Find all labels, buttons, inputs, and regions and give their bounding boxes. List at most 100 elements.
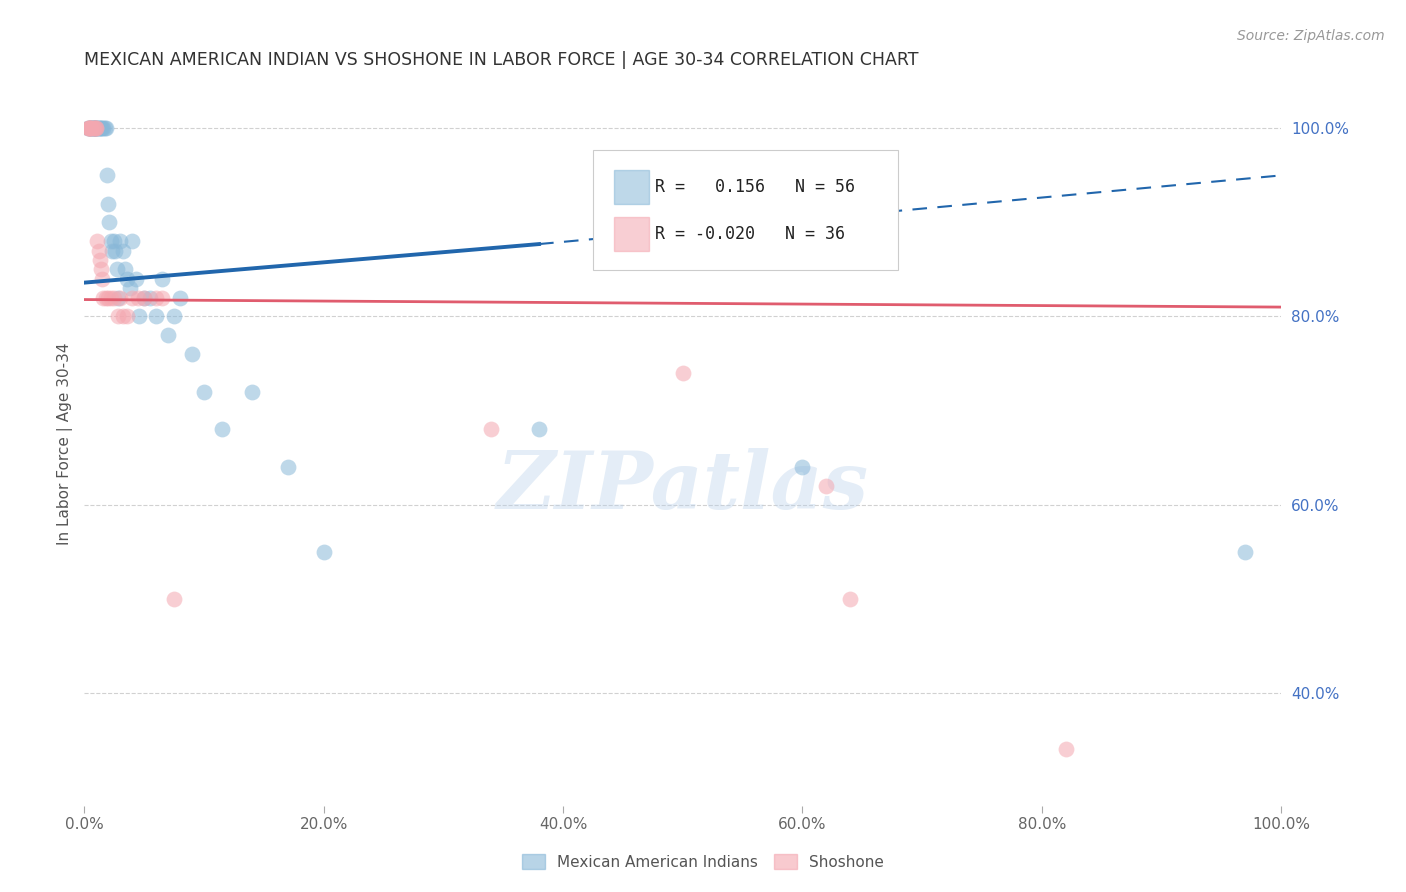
Point (84, 121, 107, 136)
FancyBboxPatch shape (593, 150, 898, 269)
Point (89, 253, 111, 268)
Point (84, 121, 107, 136)
Point (77, 121, 100, 136)
Legend: Mexican American Indians, Shoshone: Mexican American Indians, Shoshone (515, 846, 891, 877)
Text: Source: ZipAtlas.com: Source: ZipAtlas.com (1237, 29, 1385, 44)
Point (91, 121, 114, 136)
Point (125, 272, 148, 286)
Point (117, 310, 139, 324)
Text: R =   0.156   N = 56: R = 0.156 N = 56 (655, 178, 855, 196)
Point (83, 121, 105, 136)
Point (94, 291, 117, 305)
Point (77, 121, 100, 136)
Point (82, 121, 104, 136)
Point (105, 262, 128, 277)
Point (193, 384, 215, 399)
Point (93, 291, 115, 305)
Point (86, 121, 108, 136)
Point (107, 310, 129, 324)
Point (139, 291, 162, 305)
FancyBboxPatch shape (614, 169, 650, 204)
Point (89, 121, 111, 136)
Point (104, 244, 127, 258)
Point (84, 121, 107, 136)
FancyBboxPatch shape (614, 217, 650, 252)
Point (77, 121, 100, 136)
Point (93, 121, 115, 136)
Point (211, 422, 233, 436)
Point (839, 591, 862, 606)
Point (79, 121, 101, 136)
Point (84, 121, 107, 136)
Point (111, 310, 134, 324)
Point (101, 244, 124, 258)
Point (163, 310, 186, 324)
Point (83, 121, 105, 136)
Point (103, 291, 125, 305)
Point (127, 291, 149, 305)
Point (87, 121, 110, 136)
Point (121, 234, 143, 248)
Point (91, 272, 114, 286)
Point (527, 422, 550, 436)
Point (121, 291, 143, 305)
Text: R = -0.020   N = 36: R = -0.020 N = 36 (655, 225, 845, 243)
Point (1054, 742, 1077, 756)
Point (98, 215, 121, 229)
Point (82, 121, 104, 136)
Point (277, 460, 299, 475)
Point (84, 121, 107, 136)
Point (96, 169, 118, 183)
Point (87, 244, 110, 258)
Point (157, 328, 180, 343)
Point (77, 121, 100, 136)
Point (94, 121, 117, 136)
Point (86, 234, 108, 248)
Point (82, 121, 104, 136)
Point (108, 234, 131, 248)
Point (90, 121, 112, 136)
Point (240, 384, 263, 399)
Point (181, 347, 204, 361)
Point (100, 234, 122, 248)
Point (479, 422, 502, 436)
Point (118, 281, 141, 295)
Point (80, 121, 103, 136)
Point (134, 291, 156, 305)
Point (80, 121, 103, 136)
Text: MEXICAN AMERICAN INDIAN VS SHOSHONE IN LABOR FORCE | AGE 30-34 CORRELATION CHART: MEXICAN AMERICAN INDIAN VS SHOSHONE IN L… (84, 51, 918, 69)
Point (134, 291, 156, 305)
Point (84, 121, 107, 136)
Point (87, 121, 110, 136)
Point (150, 291, 173, 305)
Point (111, 244, 134, 258)
Point (815, 479, 838, 493)
Point (1234, 544, 1257, 558)
Point (169, 291, 191, 305)
Point (97, 291, 120, 305)
Point (150, 272, 173, 286)
Point (672, 366, 695, 380)
Point (77, 121, 100, 136)
Point (97, 196, 120, 211)
Point (792, 460, 814, 475)
Point (103, 234, 125, 248)
Point (163, 591, 186, 606)
Point (79, 121, 101, 136)
Point (83, 121, 105, 136)
Point (107, 291, 129, 305)
Point (79, 121, 101, 136)
Point (145, 291, 167, 305)
Point (84, 121, 107, 136)
Point (312, 544, 335, 558)
Point (117, 272, 139, 286)
Point (114, 262, 136, 277)
Point (93, 121, 115, 136)
Point (145, 310, 167, 324)
Point (79, 121, 101, 136)
Point (90, 262, 112, 277)
Point (108, 291, 131, 305)
Point (80, 121, 103, 136)
Point (100, 291, 122, 305)
Point (128, 310, 150, 324)
